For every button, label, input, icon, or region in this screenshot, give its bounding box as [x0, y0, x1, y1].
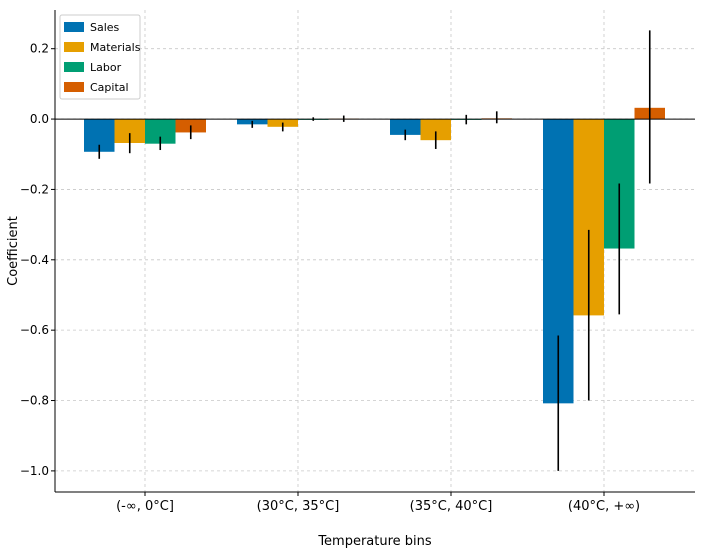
bar-materials-0 [114, 119, 145, 143]
legend-swatch-labor [64, 62, 84, 72]
legend-label-capital: Capital [90, 81, 129, 94]
y-tick-label: −0.4 [20, 253, 49, 267]
legend-label-sales: Sales [90, 21, 120, 34]
legend-swatch-sales [64, 22, 84, 32]
x-tick-label: (40°C, +∞) [568, 499, 640, 514]
y-tick-label: 0.2 [30, 42, 49, 56]
x-ticks: (-∞, 0°C] (30°C, 35°C] (35°C, 40°C] (40°C, … [116, 492, 640, 514]
legend-swatch-capital [64, 82, 84, 92]
axes-layer [54, 10, 695, 493]
y-tick-label: −1.0 [20, 464, 49, 478]
y-ticks: 0.2 0.0 −0.2 −0.4 −0.6 −0.8 −1.0 [20, 42, 55, 478]
y-tick-label: 0.0 [30, 112, 49, 126]
legend-label-materials: Materials [90, 41, 141, 54]
errorbars-layer [98, 30, 651, 471]
bar-sales-2 [390, 119, 421, 135]
legend-label-labor: Labor [90, 61, 122, 74]
bars-layer [84, 107, 665, 404]
y-tick-label: −0.2 [20, 182, 49, 196]
bar-materials-2 [420, 119, 451, 141]
legend: Sales Materials Labor Capital [59, 14, 141, 100]
x-tick-label: (35°C, 40°C] [410, 499, 493, 514]
y-axis-label: Coefficient [6, 216, 21, 286]
x-tick-label: (30°C, 35°C] [257, 499, 340, 514]
x-tick-label: (-∞, 0°C] [116, 499, 174, 514]
legend-swatch-materials [64, 42, 84, 52]
legend-frame [59, 14, 141, 100]
x-axis-label: Temperature bins [317, 534, 432, 549]
y-tick-label: −0.6 [20, 323, 49, 337]
y-tick-label: −0.8 [20, 394, 49, 408]
